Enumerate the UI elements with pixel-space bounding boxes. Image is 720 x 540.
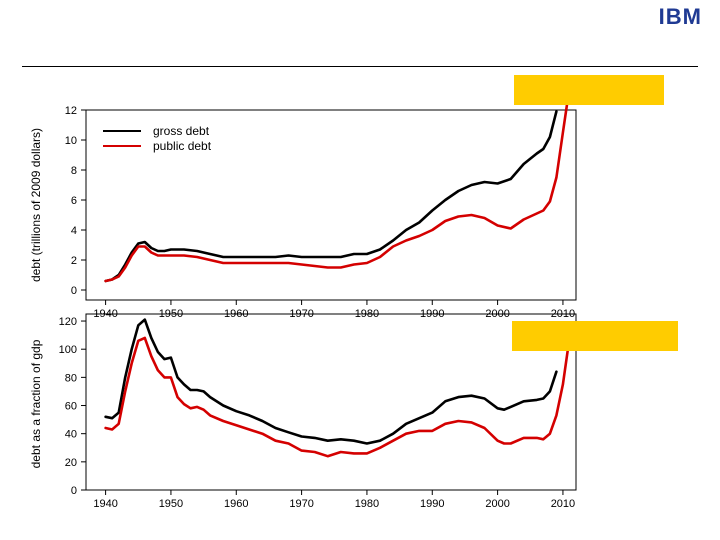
y-axis-label-bottom: debt as a fraction of gdp <box>29 339 43 468</box>
series-line-gross-debt <box>104 110 558 283</box>
y-tick-label: 2 <box>71 255 77 267</box>
y-tick-label: 40 <box>65 429 77 441</box>
x-tick-label: 1970 <box>289 498 313 510</box>
series-line-public-debt <box>104 336 571 458</box>
y-tick-label: 60 <box>65 401 77 413</box>
y-tick-label: 100 <box>59 344 77 356</box>
legend-label-public: public debt <box>153 139 212 153</box>
y-axis-label-top: debt (trillions of 2009 dollars) <box>29 128 43 282</box>
chart-debt-trillions: debt (trillions of 2009 dollars) gross d… <box>29 86 577 320</box>
plot-frame-bottom <box>85 313 577 491</box>
y-tick-label: 8 <box>71 165 77 177</box>
ibm-logo: IBM <box>658 4 702 29</box>
x-tick-label: 1940 <box>93 498 117 510</box>
header-rule <box>22 66 698 67</box>
highlight-box-bottom <box>512 321 678 351</box>
x-tick-label: 2010 <box>551 498 575 510</box>
series-line-public-debt <box>104 86 571 283</box>
highlight-box-top <box>514 75 664 105</box>
x-tick-label: 2000 <box>485 498 509 510</box>
y-tick-label: 20 <box>65 457 77 469</box>
x-tick-label: 1980 <box>355 498 379 510</box>
y-tick-label: 6 <box>71 195 77 207</box>
y-tick-label: 120 <box>59 316 77 328</box>
y-tick-label: 12 <box>65 105 77 117</box>
series-line-gross-debt <box>104 318 558 445</box>
y-tick-label: 4 <box>71 225 77 237</box>
y-tick-label: 80 <box>65 372 77 384</box>
x-tick-label: 1950 <box>159 498 183 510</box>
plot-frame-top <box>85 109 577 301</box>
chart-debt-fraction-gdp: debt as a fraction of gdp 0 20 40 60 80 100 12… <box>29 313 577 510</box>
x-tick-label: 1960 <box>224 498 248 510</box>
y-tick-label: 0 <box>71 485 77 497</box>
y-tick-label: 10 <box>65 135 77 147</box>
x-tick-label: 1990 <box>420 498 444 510</box>
legend-label-gross: gross debt <box>153 124 210 138</box>
y-tick-label: 0 <box>71 285 77 297</box>
